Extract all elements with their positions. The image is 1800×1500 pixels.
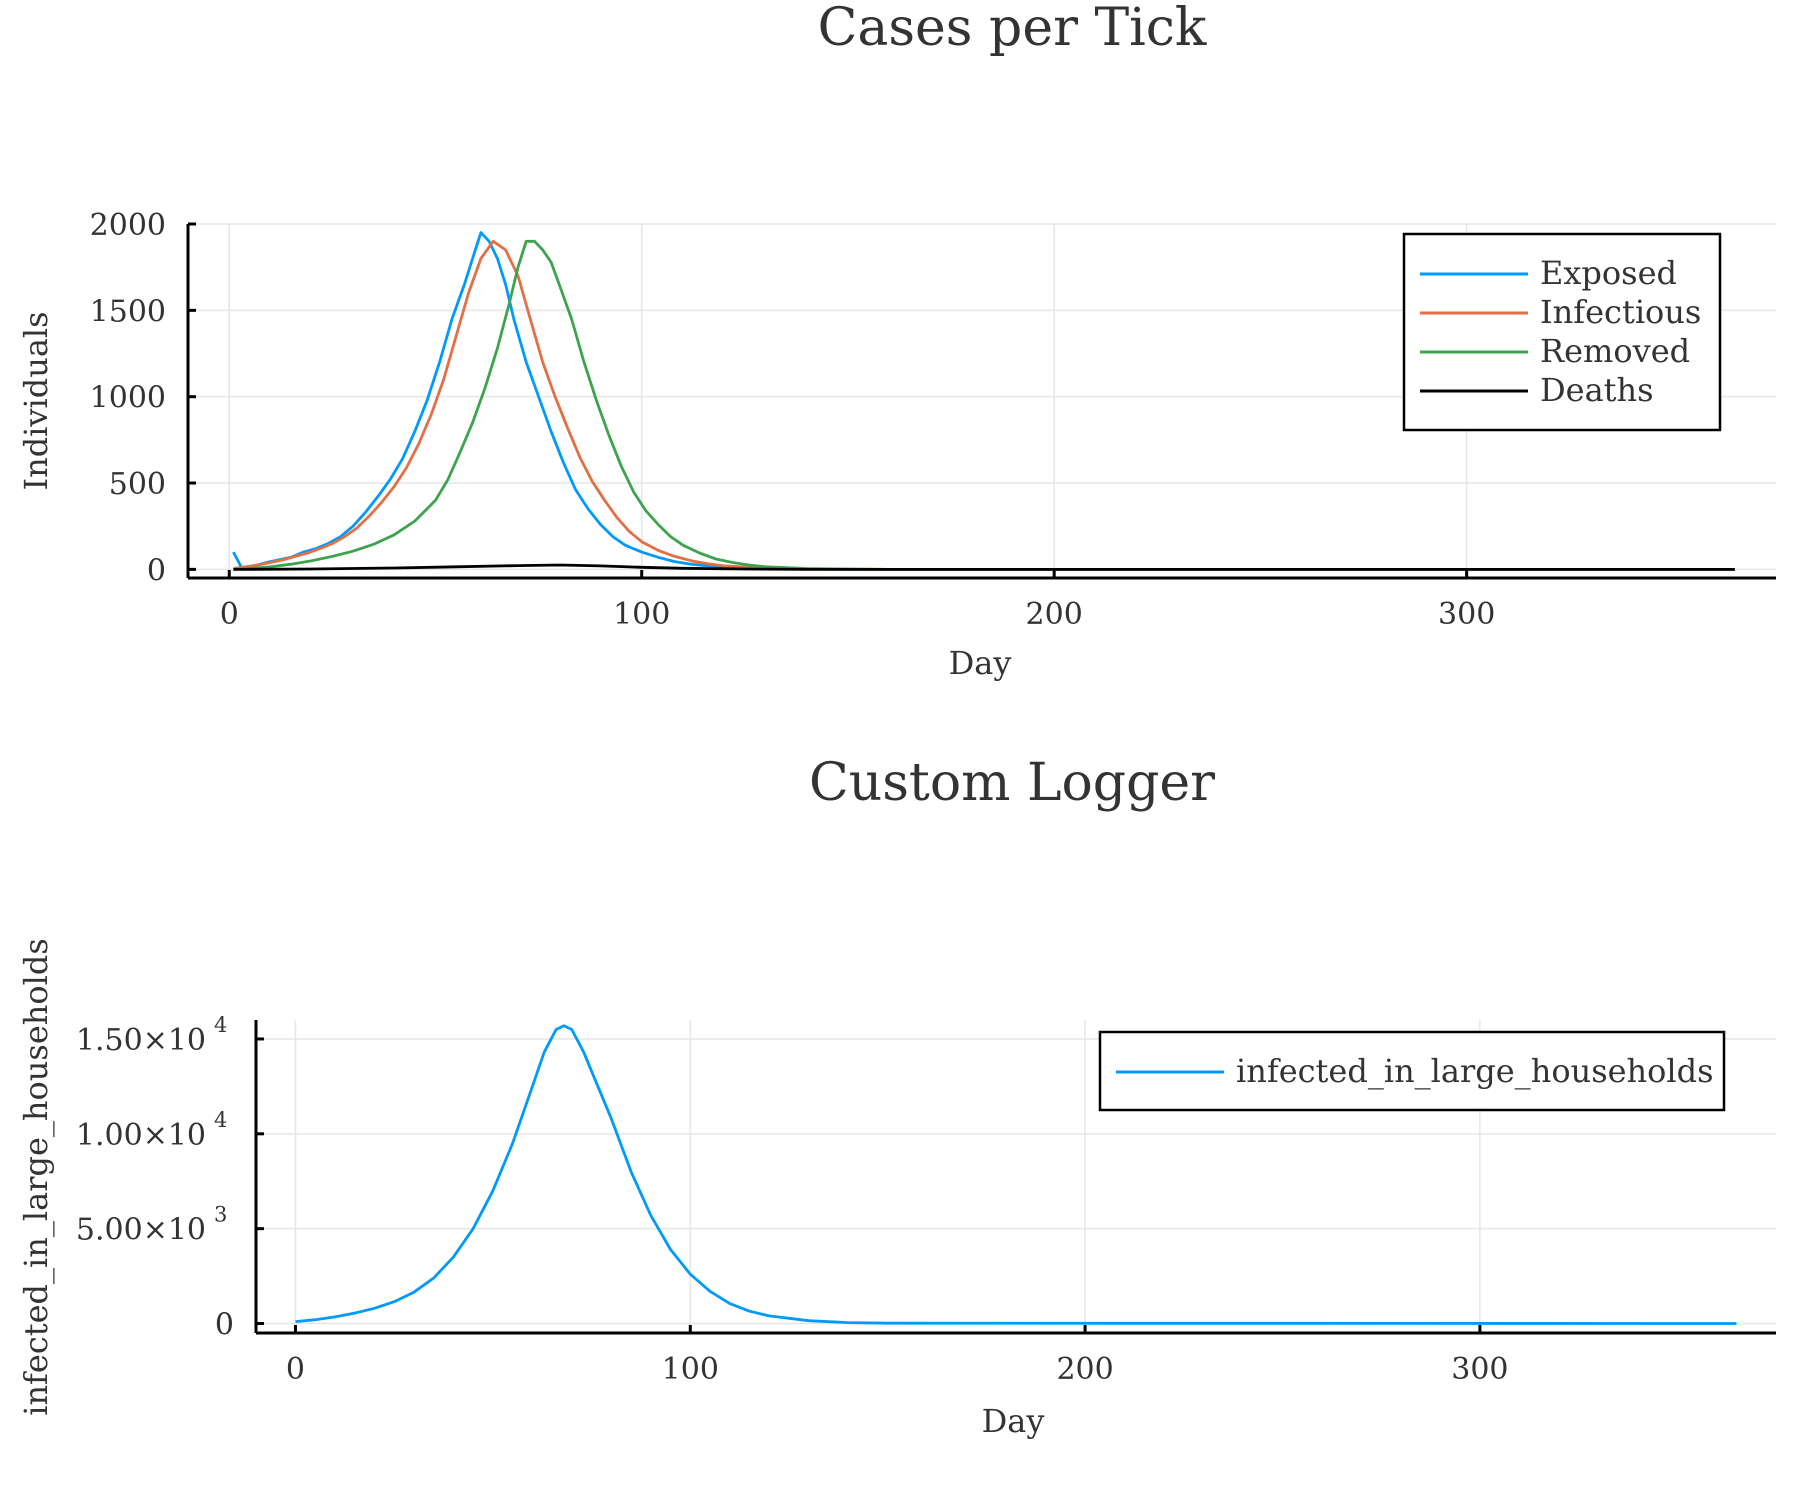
y-tick-label: 1.50×10 bbox=[76, 1023, 206, 1058]
legend-label: Deaths bbox=[1540, 371, 1654, 409]
x-tick-label: 300 bbox=[1451, 1352, 1508, 1387]
x-tick-label: 300 bbox=[1438, 597, 1495, 632]
y-tick-exponent: 4 bbox=[214, 1013, 227, 1037]
x-tick-label: 0 bbox=[286, 1352, 305, 1387]
y-tick-label: 0 bbox=[215, 1308, 234, 1343]
y-tick-exponent: 3 bbox=[214, 1203, 227, 1227]
x-tick-label: 100 bbox=[662, 1352, 719, 1387]
y-tick-exponent: 4 bbox=[214, 1108, 227, 1132]
legend-label: Exposed bbox=[1540, 254, 1677, 292]
legend: infected_in_large_households bbox=[1098, 1030, 1726, 1112]
y-axis-label: Individuals bbox=[17, 311, 55, 490]
tick-labels: 0 100 200 300 0 5.00×10 3 1.00×10 4 1.50×10 4 bbox=[76, 1013, 1509, 1387]
series-line-deaths bbox=[233, 563, 1735, 571]
chart-title: Custom Logger bbox=[809, 753, 1215, 813]
y-tick-label: 0 bbox=[147, 553, 166, 588]
series-line-removed bbox=[233, 239, 1735, 571]
y-tick-label: 2000 bbox=[90, 208, 166, 243]
y-tick-label: 1.00×10 bbox=[76, 1118, 206, 1153]
cases-per-tick-chart: Cases per Tick 0 100 200 300 0 500 1000 1500 200… bbox=[17, 0, 1776, 682]
y-axis-label: infected_in_large_households bbox=[17, 938, 55, 1416]
series-line-exposed bbox=[232, 231, 1735, 571]
legend-box bbox=[1402, 232, 1722, 432]
x-tick-label: 200 bbox=[1026, 597, 1083, 632]
y-tick-label: 1000 bbox=[90, 381, 166, 416]
chart-title: Cases per Tick bbox=[818, 0, 1207, 58]
x-tick-label: 100 bbox=[613, 597, 670, 632]
tick-labels: 0 100 200 300 0 500 1000 1500 2000 bbox=[90, 208, 1496, 632]
y-tick-label: 5.00×10 bbox=[76, 1213, 206, 1248]
y-tick-label: 1500 bbox=[90, 294, 166, 329]
legend-label: Infectious bbox=[1540, 293, 1701, 331]
series-line-infected-in-large-households bbox=[295, 1024, 1737, 1325]
series-lines bbox=[232, 231, 1735, 571]
series-line-infectious bbox=[233, 239, 1735, 571]
custom-logger-chart: Custom Logger 0 100 200 300 0 5.00×10 3 1.00×10… bbox=[17, 753, 1776, 1440]
x-tick-label: 0 bbox=[220, 597, 239, 632]
y-tick-label: 500 bbox=[109, 467, 166, 502]
x-axis-label: Day bbox=[949, 644, 1012, 682]
legend-label: Removed bbox=[1540, 332, 1690, 370]
x-tick-label: 200 bbox=[1056, 1352, 1113, 1387]
x-axis-label: Day bbox=[982, 1402, 1045, 1440]
series-lines bbox=[295, 1024, 1737, 1325]
legend-label: infected_in_large_households bbox=[1236, 1052, 1714, 1090]
